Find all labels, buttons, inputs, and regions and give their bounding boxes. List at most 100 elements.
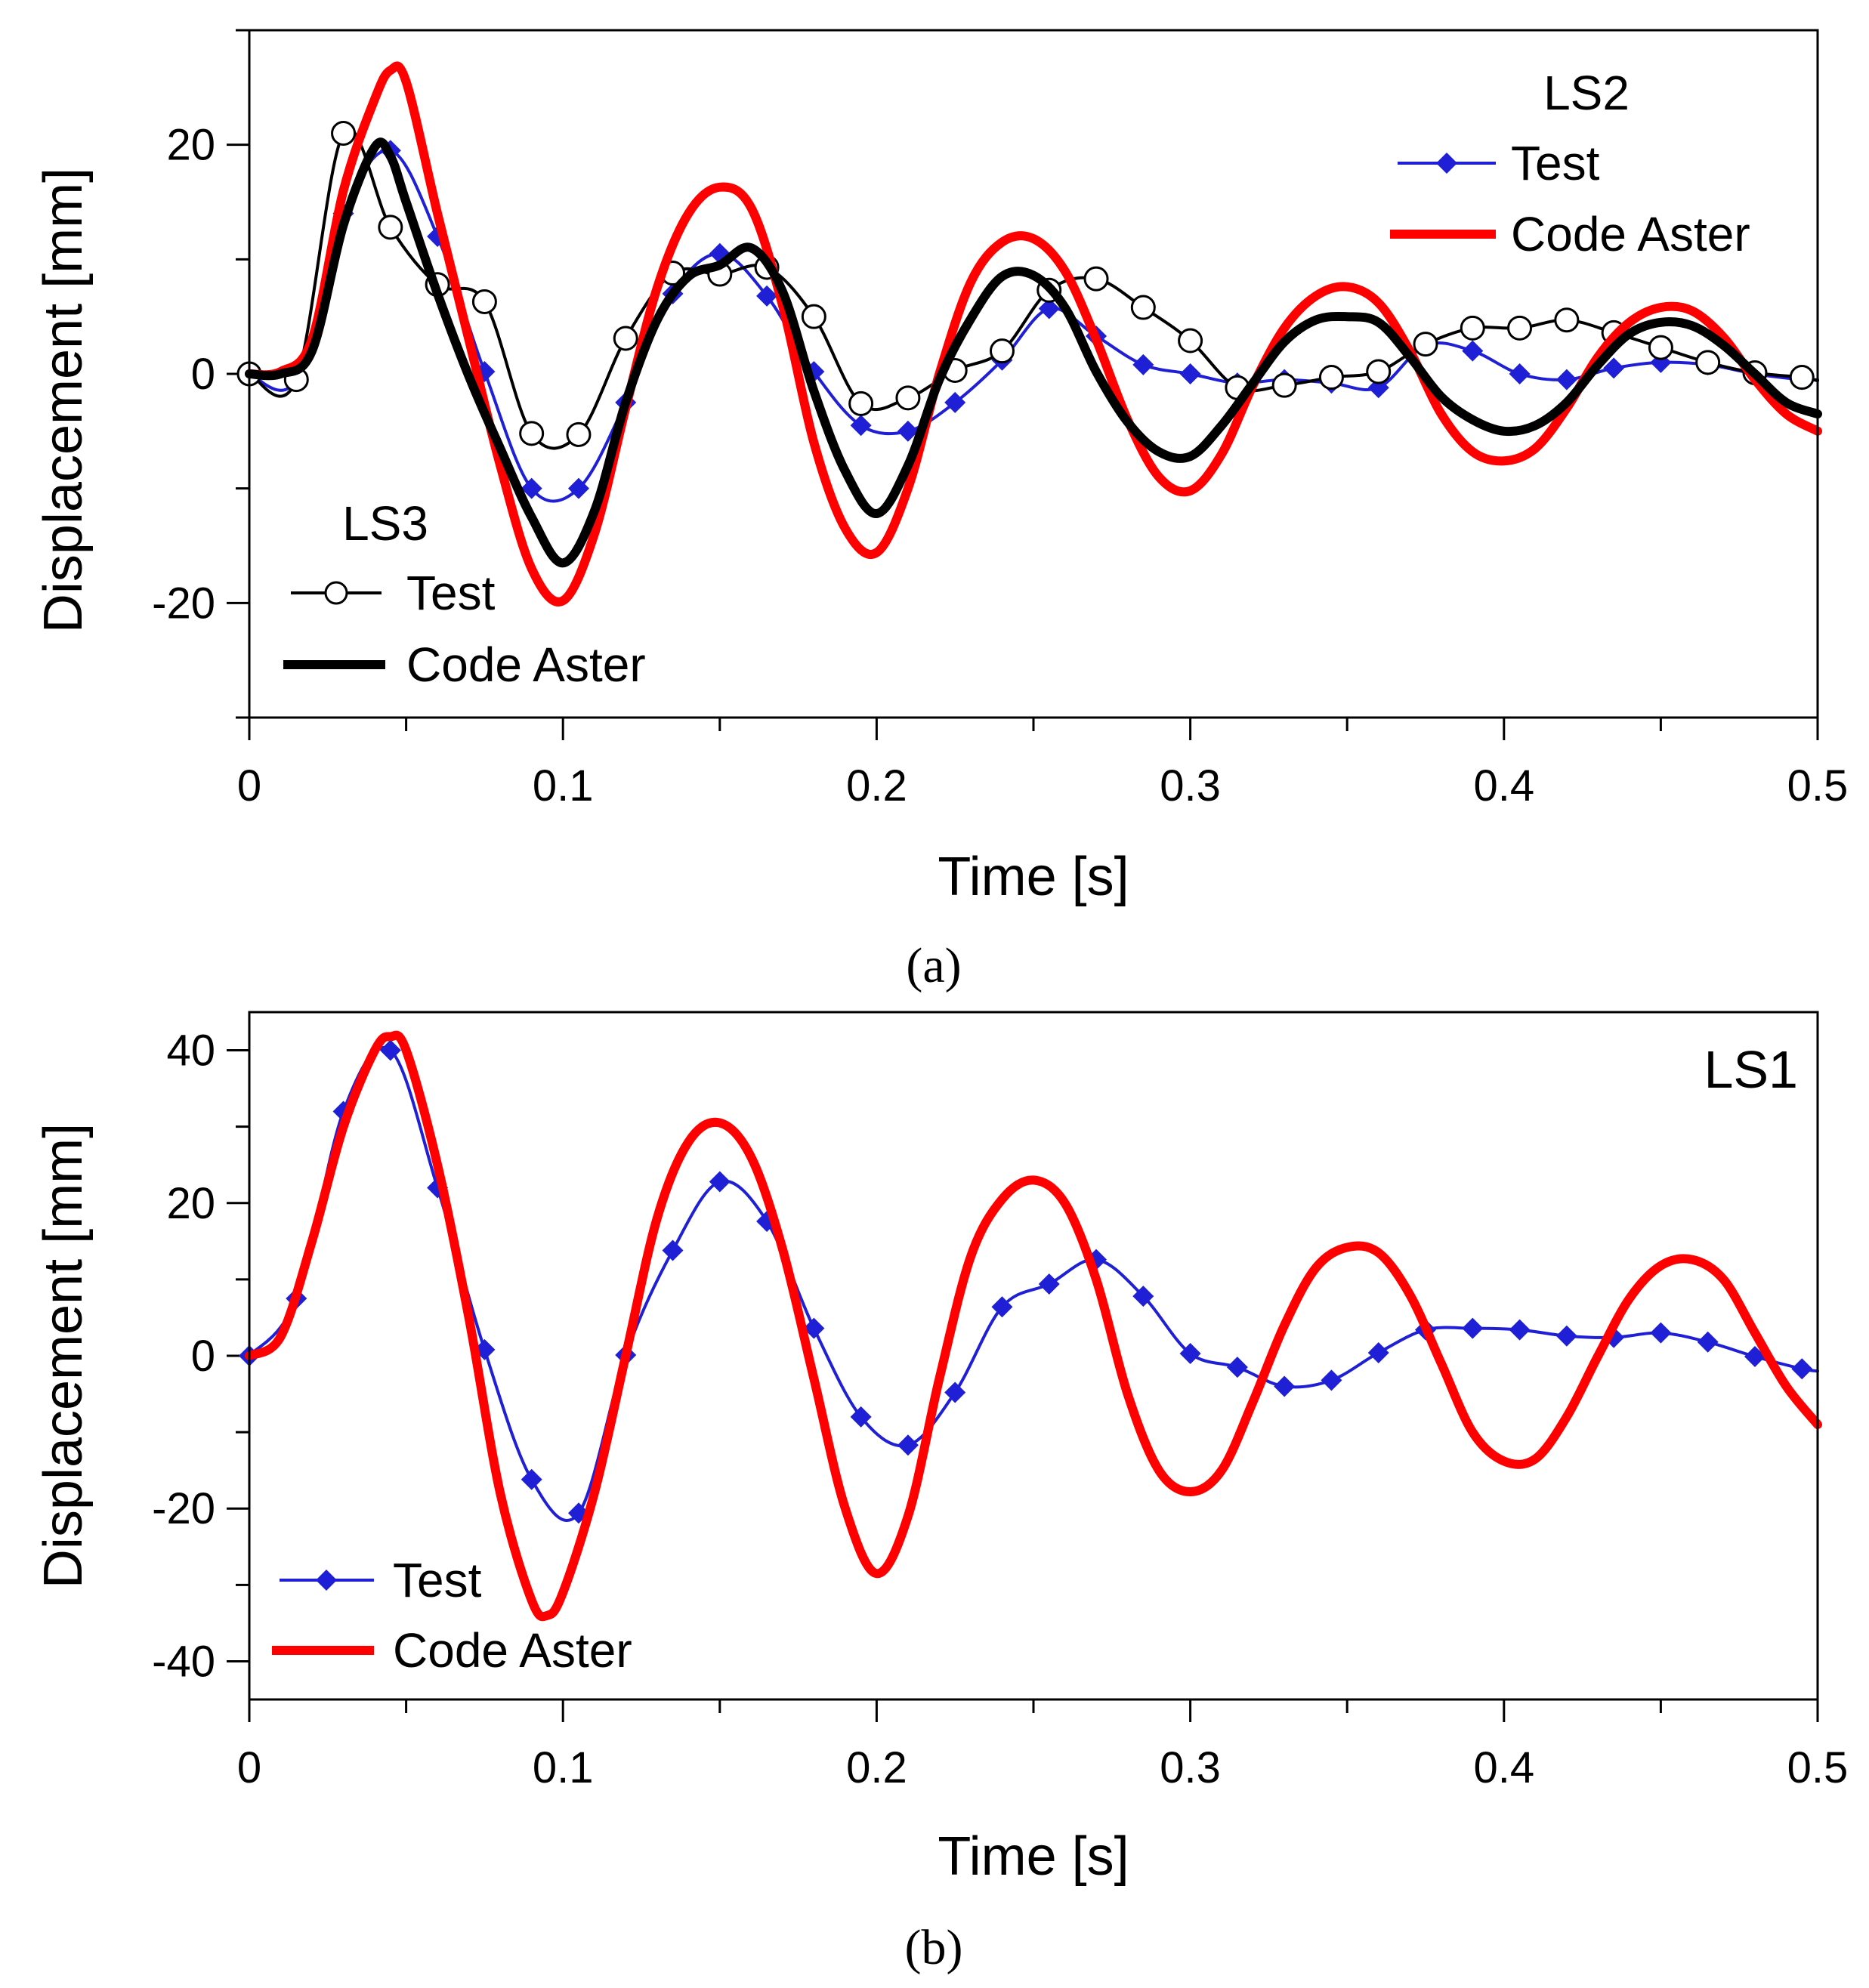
data-point-ls1-test [1509,1319,1531,1341]
data-point-ls3-test [1083,266,1109,292]
y-axis-label-a: Displacement [mm] [33,168,94,633]
data-point-ls3-test [1460,315,1485,341]
data-point-ls1-test [1179,1342,1201,1364]
data-point-ls1-test [379,1039,401,1061]
y-tick-label-a: 0 [191,350,215,399]
x-tick-label-b: 0.5 [1787,1743,1849,1792]
data-point-ls3-test [1366,359,1392,384]
series-line-ls3-code-aster [245,137,1822,568]
legend-ls3-test-marker [324,581,348,605]
data-point-ls1-test [1367,1341,1389,1363]
data-point-ls1-test [1791,1358,1813,1380]
data-point-ls3-test [519,421,545,446]
x-tick-label-a: 0 [237,761,261,810]
data-point-ls1-test [709,1171,731,1193]
data-point-ls2-test [1603,357,1625,379]
data-point-ls2-test [1179,363,1201,384]
data-point-ls1-test [850,1406,872,1428]
legend-ls3-test-label: Test [406,566,496,620]
data-point-ls3-test [1130,295,1156,320]
legend-ls1: Test Code Aster [272,1553,632,1678]
data-point-ls1-test [1226,1357,1248,1378]
plot-frame-b [248,1011,1819,1701]
y-tick-label-b: 0 [191,1332,215,1381]
legend-ls3-title: LS3 [342,496,428,551]
data-point-ls1-test [1132,1286,1154,1307]
y-tick-label-a: -20 [152,579,215,628]
data-point-ls1-test [521,1468,542,1490]
data-point-ls3-test [613,326,638,351]
data-point-ls3-test [1507,315,1533,341]
series-line-ls1-code-aster [245,1030,1822,1622]
legend-ls1-title: LS1 [1704,1040,1798,1099]
data-point-ls2-test [756,285,778,307]
chart-b: 0 0.1 0.2 0.3 0.4 0.5 40 20 0 -20 -40 Time [s] Dis… [33,1011,1849,1975]
data-point-ls3-test [566,421,592,447]
data-point-ls1-test [1697,1331,1719,1353]
data-point-ls3-test [989,338,1015,364]
x-tick-label-b: 0.3 [1160,1743,1221,1792]
data-point-ls1-test [803,1317,825,1339]
series-line-ls2-test [248,148,1819,503]
legend-ls2-title: LS2 [1543,66,1630,120]
legend-ls3-aster-label: Code Aster [406,637,646,692]
y-tick-label-b: 40 [166,1026,215,1076]
x-tick-label-a: 0.1 [533,761,594,810]
data-point-ls3-test [331,121,357,146]
x-tick-label-b: 0.4 [1473,1743,1534,1792]
data-point-ls2-test [944,391,966,413]
data-point-ls1-test [1650,1322,1672,1344]
legend-ls2-aster-label: Code Aster [1511,207,1750,261]
data-point-ls2-test [1038,298,1060,320]
data-point-ls1-test [897,1434,919,1456]
x-tick-label-b: 0.2 [846,1743,907,1792]
data-point-ls1-test [1274,1375,1296,1397]
data-point-ls1-test [944,1381,966,1403]
data-point-ls2-test [521,477,542,499]
data-point-ls3-test [1648,335,1673,360]
caption-a: (a) [906,938,961,993]
legend-ls3: LS3 Test Code Aster [283,496,646,692]
data-point-ls1-test [1462,1317,1484,1339]
legend-ls1-test-label: Test [393,1553,482,1607]
y-tick-label-b: -20 [152,1484,215,1533]
y-tick-label-a: 20 [166,121,215,170]
x-axis-label-a: Time [s] [938,847,1129,907]
x-tick-label-a: 0.2 [846,761,907,810]
y-axis-label-b: Displacement [mm] [33,1123,94,1588]
legend-ls1-aster-label: Code Aster [393,1623,632,1678]
data-point-ls1-test [1555,1325,1577,1347]
data-point-ls1-test [1038,1273,1060,1295]
y-tick-label-b: -40 [152,1637,215,1686]
series-line-ls1-test [248,1045,1819,1522]
plot-frame-a [248,29,1819,719]
data-point-ls1-test [1321,1369,1342,1391]
data-point-ls2-test [850,415,872,437]
data-point-ls1-test [991,1296,1013,1318]
x-tick-label-b: 0.1 [533,1743,594,1792]
legend-ls1-test-marker [316,1570,337,1591]
data-point-ls2-test [1462,340,1484,362]
data-point-ls3-test [801,304,826,329]
data-point-ls3-test [1271,372,1297,398]
x-tick-label-a: 0.4 [1473,761,1534,810]
data-point-ls3-test [1413,332,1438,357]
x-tick-label-b: 0 [237,1743,261,1792]
data-point-ls3-test [1789,365,1815,390]
legend-ls2: LS2 Test Code Aster [1390,66,1750,261]
y-tick-label-b: 20 [166,1179,215,1228]
caption-b: (b) [905,1920,963,1975]
data-point-ls3-test [471,289,497,314]
chart-a: 0 0.1 0.2 0.3 0.4 0.5 20 0 -20 Time [s] Displace… [33,29,1848,993]
data-point-ls1-test [662,1239,684,1261]
data-point-ls2-test [1132,353,1154,375]
data-point-ls3-test [1178,328,1203,353]
x-tick-label-a: 0.3 [1160,761,1221,810]
legend-ls2-test-marker [1436,153,1457,174]
data-point-ls3-test [1695,350,1721,375]
legend-ls2-test-label: Test [1511,136,1600,190]
data-point-ls2-test [567,477,589,499]
data-point-ls3-test [1318,365,1344,390]
data-point-ls3-test [848,390,874,416]
